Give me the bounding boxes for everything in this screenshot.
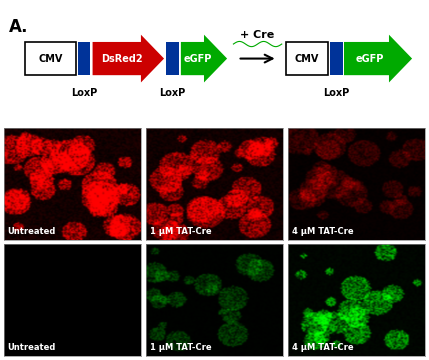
Text: LoxP: LoxP [71, 87, 97, 98]
Bar [166, 42, 179, 75]
Text: Untreated: Untreated [8, 227, 56, 236]
FancyBboxPatch shape [25, 42, 76, 75]
Text: 1 μM TAT-Cre: 1 μM TAT-Cre [150, 227, 211, 236]
Bar [330, 42, 343, 75]
Text: + Cre: + Cre [241, 30, 275, 40]
Text: LoxP: LoxP [323, 87, 350, 98]
Text: DsRed2: DsRed2 [101, 54, 143, 64]
FancyBboxPatch shape [286, 42, 328, 75]
Text: 4 μM TAT-Cre: 4 μM TAT-Cre [292, 227, 353, 236]
Polygon shape [344, 35, 412, 82]
Text: A.: A. [9, 18, 28, 36]
Text: CMV: CMV [38, 54, 63, 64]
Text: 1 μM TAT-Cre: 1 μM TAT-Cre [150, 343, 211, 352]
Text: 4 μM TAT-Cre: 4 μM TAT-Cre [292, 343, 353, 352]
Text: B.: B. [6, 130, 25, 148]
Text: Untreated: Untreated [8, 343, 56, 352]
Bar [78, 42, 91, 75]
Polygon shape [93, 35, 164, 82]
Text: LoxP: LoxP [159, 87, 186, 98]
Text: CMV: CMV [295, 54, 319, 64]
Text: eGFP: eGFP [184, 54, 212, 64]
Text: eGFP: eGFP [356, 54, 384, 64]
Polygon shape [181, 35, 227, 82]
